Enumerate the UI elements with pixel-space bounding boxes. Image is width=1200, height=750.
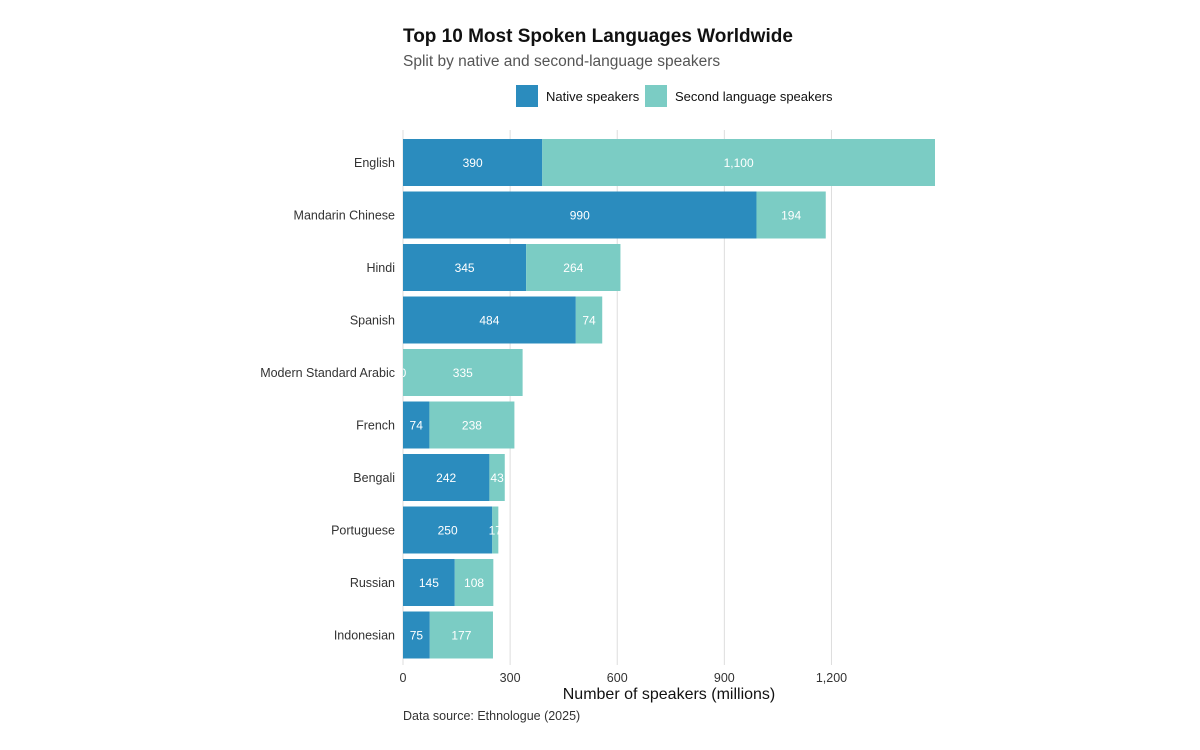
data-label-second-language: 264 xyxy=(563,261,583,275)
category-label: Bengali xyxy=(353,471,395,485)
bar-second-language-speakers xyxy=(492,506,499,554)
bar-second-language-speakers xyxy=(429,401,515,449)
x-axis-tick-labels: 0 300 600 900 1,200 xyxy=(400,671,848,685)
data-label-native: 0 xyxy=(400,366,407,380)
bar-native-speakers xyxy=(403,611,430,659)
chart-subtitle: Split by native and second-language spea… xyxy=(403,53,720,70)
bar-second-language-speakers xyxy=(526,244,621,291)
bar-second-language-speakers xyxy=(542,139,935,186)
bar-native-speakers xyxy=(403,559,455,606)
legend: Native speakers Second language speakers xyxy=(516,85,833,107)
bar-second-language-speakers xyxy=(403,349,523,396)
category-label: Hindi xyxy=(367,261,396,275)
data-label-native: 74 xyxy=(410,419,424,433)
legend-label-second-language: Second language speakers xyxy=(675,89,833,104)
x-tick-label: 0 xyxy=(400,671,407,685)
data-label-native: 242 xyxy=(436,471,456,485)
bar-second-language-speakers xyxy=(454,559,494,606)
bar-native-speakers xyxy=(403,191,757,239)
chart-title: Top 10 Most Spoken Languages Worldwide xyxy=(403,26,793,47)
plot-area: 390 1,100 990 194 345 264 484 74 0 335 74 238 242 43 2… xyxy=(400,139,935,659)
bar-second-language-speakers xyxy=(489,454,505,501)
data-label-native: 990 xyxy=(570,209,590,223)
x-tick-label: 900 xyxy=(714,671,735,685)
data-label-second-language: 335 xyxy=(453,366,473,380)
bar-native-speakers xyxy=(403,401,430,449)
bar-native-speakers xyxy=(403,244,527,291)
data-label-native: 484 xyxy=(479,314,499,328)
x-axis-title: Number of speakers (millions) xyxy=(563,686,776,703)
data-label-second-language: 17 xyxy=(489,524,503,538)
x-tick-label: 1,200 xyxy=(816,671,847,685)
legend-swatch-second-language xyxy=(645,85,667,107)
bar-native-speakers xyxy=(403,506,493,554)
data-label-second-language: 1,100 xyxy=(724,156,754,170)
category-label: Mandarin Chinese xyxy=(294,209,395,223)
category-label: English xyxy=(354,156,395,170)
data-label-second-language: 74 xyxy=(582,314,596,328)
data-label-native: 145 xyxy=(419,576,439,590)
data-label-second-language: 108 xyxy=(464,576,484,590)
data-label-native: 390 xyxy=(463,156,483,170)
bar-second-language-speakers xyxy=(429,611,493,659)
caption: Data source: Ethnologue (2025) xyxy=(403,709,580,723)
data-label-native: 75 xyxy=(410,629,424,643)
data-label-native: 345 xyxy=(455,261,475,275)
legend-label-native: Native speakers xyxy=(546,89,640,104)
category-label: French xyxy=(356,419,395,433)
data-label-second-language: 238 xyxy=(462,419,482,433)
category-label: Modern Standard Arabic xyxy=(260,366,395,380)
data-label-native: 250 xyxy=(438,524,458,538)
x-tick-label: 600 xyxy=(607,671,628,685)
category-labels: English Mandarin Chinese Hindi Spanish Moder… xyxy=(260,156,395,643)
category-label: Portuguese xyxy=(331,524,395,538)
category-label: Indonesian xyxy=(334,629,395,643)
data-label-second-language: 177 xyxy=(451,629,471,643)
category-label: Spanish xyxy=(350,314,395,328)
legend-swatch-native xyxy=(516,85,538,107)
data-label-second-language: 194 xyxy=(781,209,801,223)
data-label-second-language: 43 xyxy=(490,471,504,485)
bars-clip-group: 390 1,100 990 194 345 264 484 74 0 335 74 238 242 43 2… xyxy=(400,139,935,659)
x-tick-label: 300 xyxy=(500,671,521,685)
bar-native-speakers xyxy=(403,454,490,501)
bar-native-speakers xyxy=(403,296,576,344)
bar-second-language-speakers xyxy=(756,191,826,239)
category-label: Russian xyxy=(350,576,395,590)
bar-second-language-speakers xyxy=(575,296,603,344)
bar-native-speakers xyxy=(403,139,543,186)
